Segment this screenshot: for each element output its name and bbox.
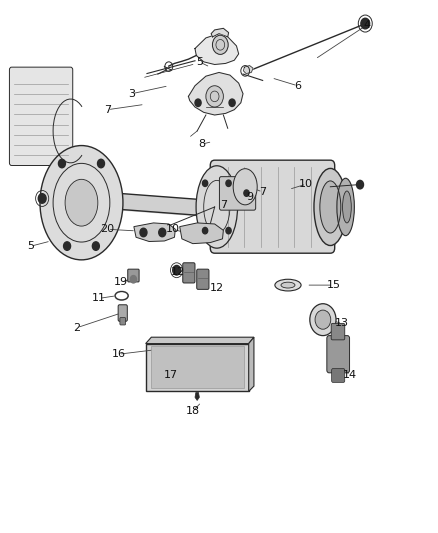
Ellipse shape	[343, 191, 351, 223]
Ellipse shape	[337, 178, 354, 236]
FancyBboxPatch shape	[327, 336, 350, 373]
Text: 2: 2	[74, 322, 81, 333]
FancyBboxPatch shape	[128, 269, 139, 282]
Ellipse shape	[196, 166, 237, 248]
Polygon shape	[146, 344, 249, 391]
Circle shape	[64, 242, 71, 251]
FancyBboxPatch shape	[120, 318, 126, 325]
Text: 5: 5	[196, 57, 203, 67]
FancyBboxPatch shape	[210, 160, 335, 253]
Circle shape	[140, 228, 147, 237]
Circle shape	[173, 265, 180, 275]
Ellipse shape	[314, 168, 347, 246]
Ellipse shape	[281, 282, 295, 288]
Circle shape	[226, 180, 231, 187]
FancyBboxPatch shape	[197, 269, 209, 289]
Ellipse shape	[275, 279, 301, 291]
Circle shape	[159, 228, 166, 237]
Circle shape	[226, 228, 231, 234]
FancyBboxPatch shape	[331, 324, 345, 340]
Text: 11: 11	[92, 293, 106, 303]
Circle shape	[58, 159, 65, 168]
Circle shape	[310, 304, 336, 336]
Text: 12: 12	[210, 283, 224, 293]
Polygon shape	[211, 28, 229, 37]
Circle shape	[195, 99, 201, 107]
Circle shape	[361, 18, 370, 29]
Text: 10: 10	[299, 179, 313, 189]
Text: 17: 17	[164, 370, 178, 381]
Text: 16: 16	[112, 349, 126, 359]
Circle shape	[131, 276, 137, 283]
FancyBboxPatch shape	[219, 176, 256, 210]
Circle shape	[92, 242, 99, 251]
Text: 19: 19	[114, 278, 128, 287]
FancyBboxPatch shape	[10, 67, 73, 165]
Polygon shape	[134, 223, 175, 241]
Circle shape	[212, 35, 228, 54]
Ellipse shape	[65, 179, 98, 226]
Text: 6: 6	[294, 81, 301, 91]
Text: 18: 18	[186, 406, 200, 416]
Text: 5: 5	[27, 241, 34, 251]
Ellipse shape	[233, 168, 257, 205]
Circle shape	[202, 180, 208, 187]
Polygon shape	[151, 346, 244, 387]
Text: 15: 15	[326, 280, 340, 290]
Text: 20: 20	[101, 224, 115, 235]
Text: 7: 7	[259, 187, 266, 197]
Text: 14: 14	[343, 370, 357, 381]
Text: 7: 7	[104, 104, 111, 115]
Polygon shape	[188, 72, 243, 115]
Ellipse shape	[320, 181, 341, 233]
Circle shape	[357, 180, 364, 189]
Text: 3: 3	[128, 88, 135, 99]
Text: 7: 7	[220, 200, 227, 211]
Ellipse shape	[40, 146, 123, 260]
Text: 13: 13	[335, 318, 349, 328]
Circle shape	[229, 99, 235, 107]
Text: 12: 12	[170, 267, 184, 277]
Circle shape	[244, 190, 249, 196]
Text: 4: 4	[364, 20, 371, 30]
Polygon shape	[146, 337, 254, 344]
FancyBboxPatch shape	[332, 368, 345, 382]
Text: 8: 8	[198, 139, 205, 149]
Circle shape	[206, 86, 223, 107]
Text: 10: 10	[166, 224, 180, 235]
Circle shape	[38, 193, 46, 203]
Circle shape	[98, 159, 105, 168]
Circle shape	[315, 310, 331, 329]
Polygon shape	[249, 337, 254, 391]
FancyBboxPatch shape	[183, 263, 195, 283]
Polygon shape	[195, 34, 239, 64]
FancyBboxPatch shape	[118, 305, 127, 321]
Polygon shape	[195, 392, 199, 400]
Polygon shape	[244, 66, 253, 74]
Circle shape	[202, 228, 208, 234]
Polygon shape	[180, 223, 223, 244]
Text: 9: 9	[246, 192, 253, 203]
